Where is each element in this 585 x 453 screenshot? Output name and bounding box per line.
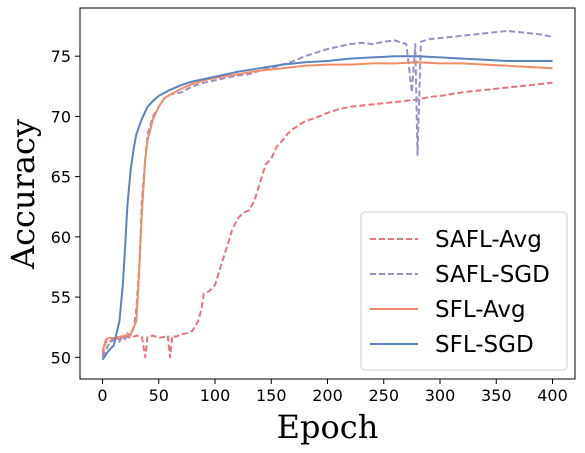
x-tick-label: 250 <box>368 386 399 405</box>
x-tick-label: 100 <box>200 386 231 405</box>
legend-label: SFL-SGD <box>435 332 534 358</box>
y-axis-ticks: 50 55 60 65 70 75 <box>51 47 80 367</box>
y-tick-label: 50 <box>51 348 71 367</box>
series-line-sfl-sgd <box>101 55 553 361</box>
legend-box <box>360 211 568 371</box>
x-tick-label: 350 <box>481 386 512 405</box>
y-tick-label: 60 <box>51 228 71 247</box>
legend-label: SAFL-Avg <box>435 227 542 253</box>
y-tick-label: 75 <box>51 47 71 66</box>
y-tick-label: 55 <box>51 288 71 307</box>
series-line-safl-avg <box>101 81 553 359</box>
legend-label: SAFL-SGD <box>435 262 550 288</box>
x-tick-label: 150 <box>256 386 287 405</box>
x-tick-label: 200 <box>312 386 343 405</box>
x-tick-label: 50 <box>149 386 169 405</box>
y-tick-label: 65 <box>51 168 71 187</box>
y-axis-label: Accuracy <box>4 119 42 270</box>
legend-label: SFL-Avg <box>435 297 526 323</box>
legend: SAFL-Avg SAFL-SGD SFL-Avg SFL-SGD <box>360 211 568 371</box>
x-tick-label: 0 <box>97 386 107 405</box>
series-line-sfl-avg <box>101 61 553 352</box>
x-tick-label: 400 <box>537 386 568 405</box>
x-axis-label: Epoch <box>277 408 379 446</box>
series-layer <box>101 29 553 361</box>
x-tick-label: 300 <box>425 386 456 405</box>
x-axis-ticks: 0 50 100 150 200 250 300 350 400 <box>97 379 568 405</box>
y-tick-label: 70 <box>51 107 71 126</box>
